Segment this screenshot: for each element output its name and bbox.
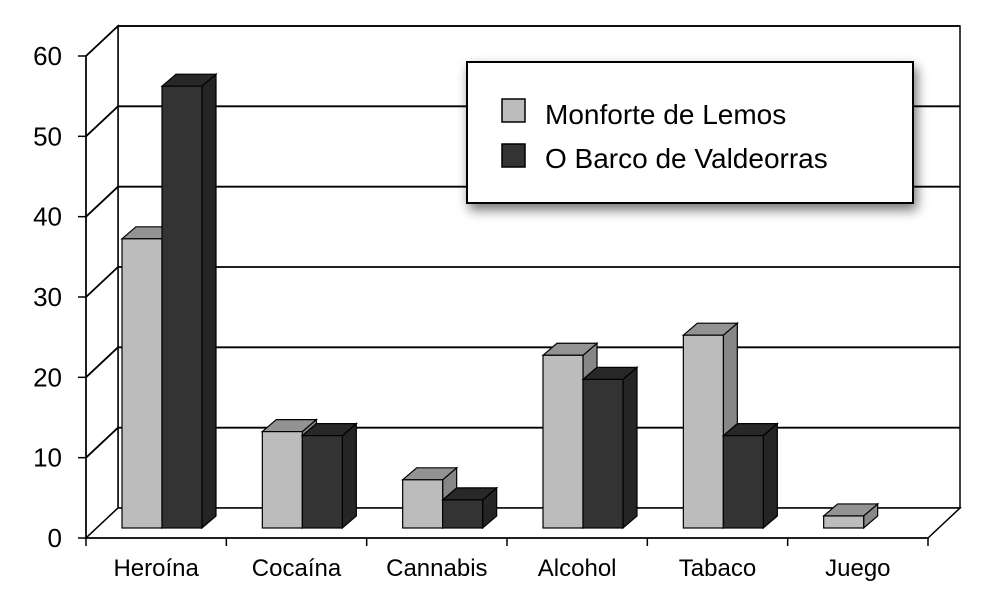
y-tick-label: 30 [33,282,62,312]
bar [581,366,639,530]
bar-side [201,72,217,530]
x-tick-label: Heroína [113,555,199,582]
bar-front [442,499,484,529]
bar [441,486,499,530]
y-tick-label: 40 [33,202,62,232]
bar-front [682,334,724,529]
bar [160,72,218,530]
legend-label-series-1: Monforte de Lemos [545,99,786,130]
bar [300,422,358,530]
bar-front [161,85,203,529]
bar-front [722,435,764,529]
legend-swatch-series-2 [501,143,526,168]
x-tick-label: Cocaína [252,555,342,582]
y-tick-label: 0 [48,523,62,553]
bar-side [341,422,357,530]
gridline [85,346,960,378]
y-tick-label: 50 [33,121,62,151]
bar-front [261,431,303,529]
bars [120,72,880,530]
bar [721,422,779,530]
y-tick-label: 60 [33,41,62,71]
legend-swatch-series-1 [501,98,526,123]
gridline [85,426,960,459]
axes [78,55,929,546]
bar-front [121,238,163,529]
x-tick-label: Tabaco [679,555,756,582]
x-tick-label: Juego [825,555,890,582]
bar-front [823,515,865,529]
axis-labels: 0 10 20 30 40 50 60 Heroína Cocaína Cannabis Alcoh… [33,41,890,582]
gridline [85,266,960,298]
x-tick-label: Cannabis [386,555,487,582]
legend-label-series-2: O Barco de Valdeorras [545,143,828,174]
legend: Monforte de Lemos O Barco de Valdeorras [466,61,914,204]
y-tick-label: 10 [33,443,62,473]
bar-side [622,366,638,530]
gridline [85,25,960,57]
bar-side [762,422,778,530]
x-tick-label: Alcohol [538,555,617,582]
legend-box [466,61,914,204]
bar-front [301,435,343,529]
bar-front [402,479,444,529]
bar-front [582,378,624,529]
bar-front [542,354,584,529]
y-tick-label: 20 [33,362,62,392]
bar [822,502,880,530]
